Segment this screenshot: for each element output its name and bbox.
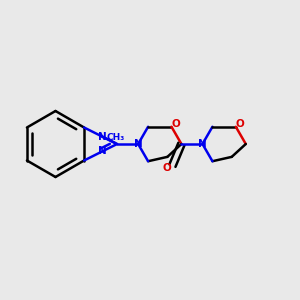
Text: N: N (134, 139, 142, 149)
Text: CH₃: CH₃ (106, 134, 125, 142)
Text: O: O (236, 119, 245, 129)
Text: O: O (172, 119, 180, 129)
Text: O: O (163, 163, 171, 173)
Text: N: N (98, 132, 106, 142)
Text: N: N (198, 139, 207, 149)
Text: N: N (98, 146, 106, 156)
